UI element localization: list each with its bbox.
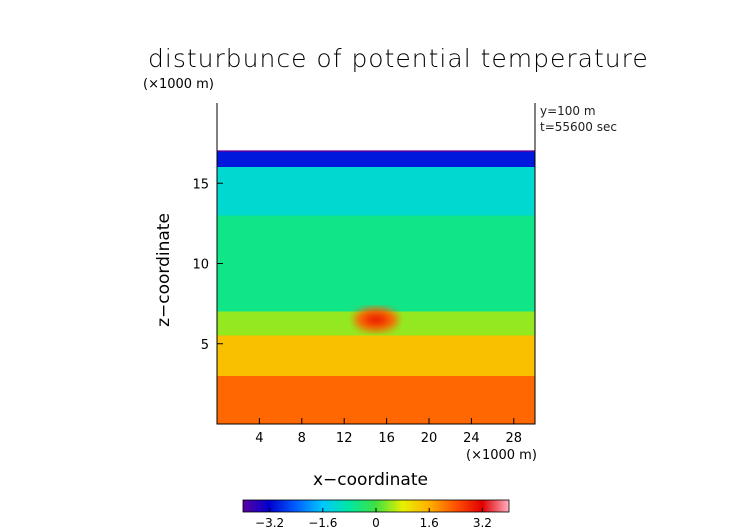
hot-spot: [354, 307, 398, 332]
colorbar-tick-label: 3.2: [473, 516, 492, 530]
colorbar-tick-label: −1.6: [308, 516, 337, 530]
y-unit-label: (×1000 m): [143, 77, 214, 92]
y-tick-label: 15: [192, 177, 209, 192]
colorbar-tick-label: 1.6: [420, 516, 439, 530]
annotation-y-position: y=100 m: [540, 104, 596, 118]
x-tick-label: 28: [506, 431, 523, 446]
field-background: [217, 151, 535, 424]
x-tick-label: 20: [421, 431, 438, 446]
x-tick-label: 16: [378, 431, 395, 446]
x-tick-label: 8: [298, 431, 306, 446]
colorbar-tick-label: −3.2: [255, 516, 284, 530]
x-tick-label: 12: [336, 431, 353, 446]
annotation-time: t=55600 sec: [540, 120, 617, 134]
x-axis-ticks: 4 8 12 16 20 24 28: [255, 418, 522, 446]
x-axis-label: x−coordinate: [313, 470, 428, 490]
y-axis-ticks: 5 10 15: [192, 177, 223, 353]
heatmap-field: [217, 150, 535, 424]
colorbar: −3.2 −1.6 0 1.6 3.2: [242, 499, 510, 530]
x-tick-label: 24: [463, 431, 480, 446]
y-tick-label: 5: [201, 338, 209, 353]
y-tick-label: 10: [192, 258, 209, 273]
colorbar-tick-label: 0: [372, 516, 380, 530]
x-unit-label: (×1000 m): [466, 448, 537, 463]
x-tick-label: 4: [255, 431, 263, 446]
chart-title: disturbunce of potential temperature: [148, 44, 649, 73]
